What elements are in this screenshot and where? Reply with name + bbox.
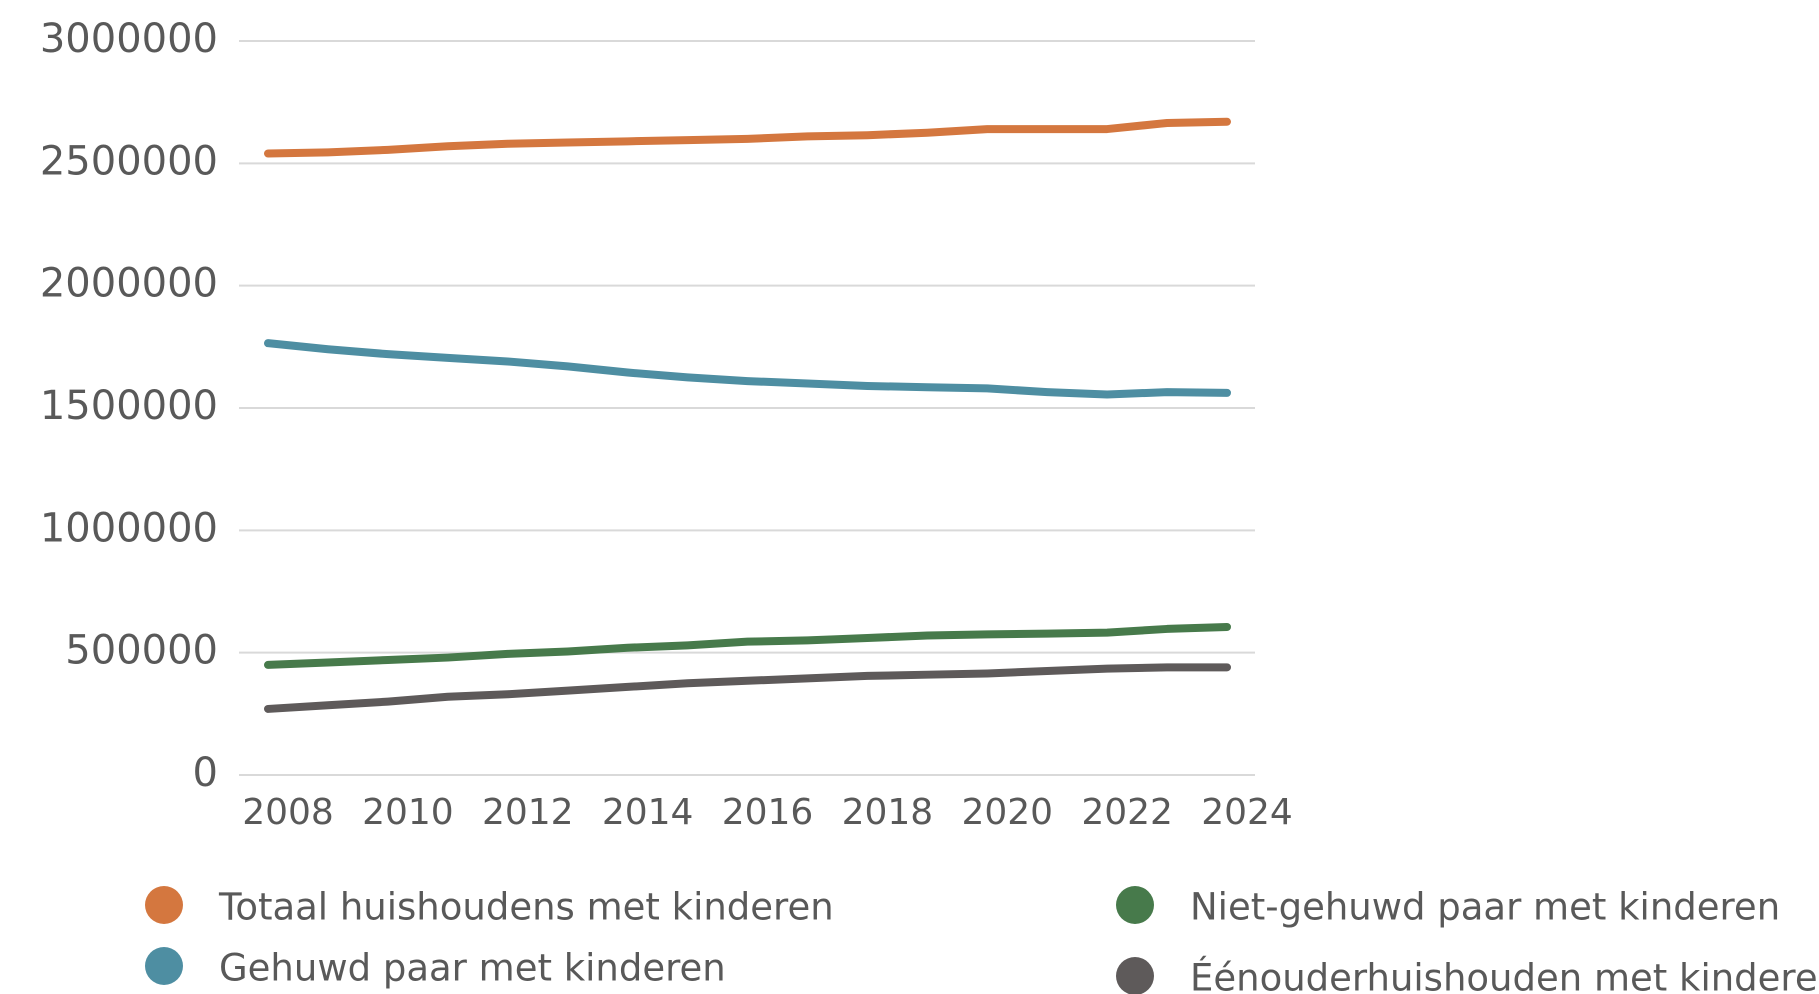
x-tick-label: 2010 (362, 792, 454, 833)
series-line (264, 663, 1231, 713)
legend-marker (145, 886, 183, 924)
x-tick-label: 2024 (1201, 792, 1293, 833)
legend-marker (1116, 886, 1154, 924)
legend-label: Éénouderhuishouden met kinderen (1190, 956, 1819, 994)
x-tick-label: 2022 (1081, 792, 1173, 833)
y-tick-label: 1000000 (40, 505, 218, 551)
y-tick-label: 1500000 (40, 383, 218, 429)
x-tick-label: 2020 (961, 792, 1053, 833)
x-tick-label: 2012 (482, 792, 574, 833)
series-line (264, 622, 1231, 669)
y-tick-label: 2500000 (40, 138, 218, 184)
y-tick-label: 3000000 (40, 16, 218, 62)
series-line (264, 339, 1231, 399)
x-tick-label: 2016 (722, 792, 814, 833)
x-tick-label: 2008 (242, 792, 334, 833)
x-tick-label: 2014 (602, 792, 694, 833)
legend-marker (1116, 957, 1154, 994)
legend-marker (145, 947, 183, 985)
legend-label: Niet-gehuwd paar met kinderen (1190, 886, 1780, 929)
legend-label: Totaal huishoudens met kinderen (218, 886, 834, 929)
legend-label: Gehuwd paar met kinderen (219, 947, 726, 990)
y-tick-label: 500000 (65, 628, 218, 674)
series-line (264, 117, 1231, 158)
x-tick-label: 2018 (842, 792, 934, 833)
y-tick-label: 0 (193, 750, 218, 796)
y-tick-label: 2000000 (40, 261, 218, 307)
